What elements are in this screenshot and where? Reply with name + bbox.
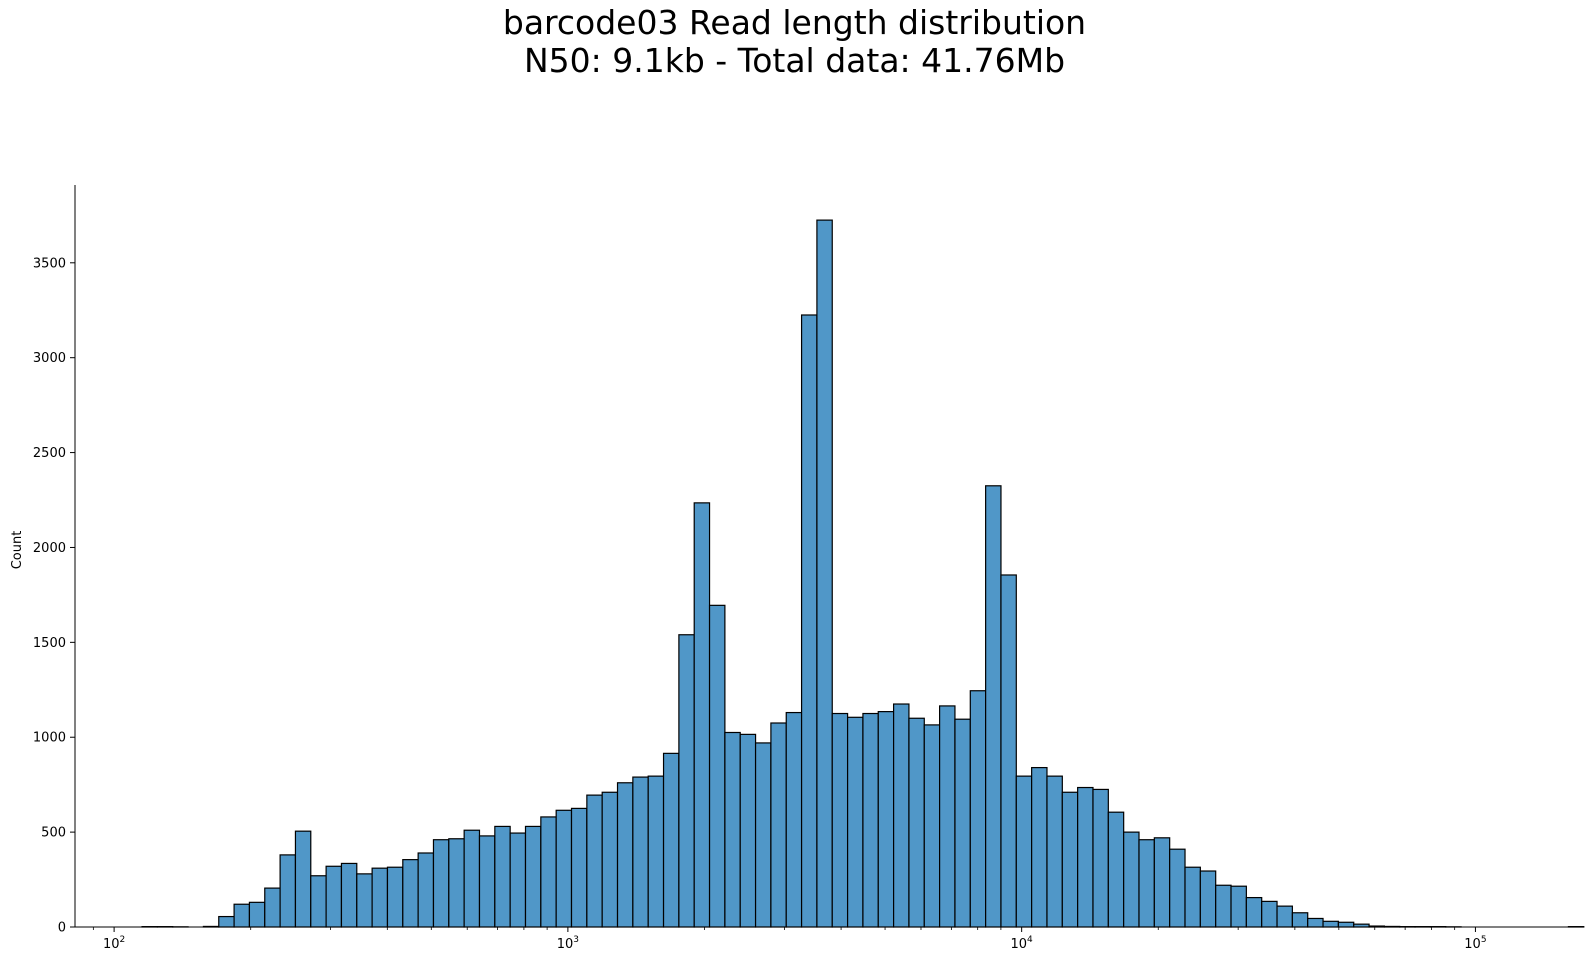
chart-title-block: barcode03 Read length distribution N50: … — [0, 4, 1589, 80]
histogram-bar — [877, 711, 895, 928]
histogram-bar — [800, 314, 818, 928]
chart-title: barcode03 Read length distribution — [502, 3, 1087, 42]
histogram-bar — [494, 825, 511, 928]
histogram-bar — [1015, 775, 1033, 928]
histogram-bar — [724, 731, 741, 928]
histogram-bar — [356, 873, 373, 928]
y-tick-label: 500 — [41, 826, 66, 841]
histogram-bar — [1337, 921, 1355, 928]
histogram-bar — [693, 502, 711, 928]
histogram-bar — [432, 839, 450, 928]
histogram-bar — [1276, 905, 1293, 928]
histogram-bar — [908, 717, 925, 928]
histogram-bar — [478, 835, 496, 928]
y-tick-label: 1500 — [33, 636, 66, 651]
histogram-bar — [816, 219, 833, 928]
histogram-bar — [1307, 917, 1324, 928]
histogram-bar — [264, 887, 281, 928]
histogram-bar — [448, 838, 465, 928]
histogram-bar — [770, 722, 787, 928]
histogram-bar — [509, 832, 527, 928]
histogram-bar — [1107, 811, 1125, 928]
histogram-bar — [248, 901, 266, 928]
histogram-bar — [371, 867, 389, 928]
histogram-bar — [1061, 791, 1079, 928]
histogram-bar — [785, 711, 803, 928]
chart-subtitle: N50: 9.1kb - Total data: 41.76Mb — [523, 41, 1066, 80]
histogram-bar — [386, 866, 404, 928]
histogram-bar — [1215, 884, 1232, 928]
histogram-bar — [985, 485, 1002, 928]
histogram-bar — [1138, 839, 1155, 928]
histogram-bar — [923, 724, 941, 928]
histogram-bar — [892, 703, 910, 928]
histogram-bar — [233, 903, 251, 928]
histogram-bar — [846, 716, 864, 928]
histogram-bar — [463, 829, 481, 928]
histogram-bar — [862, 712, 879, 928]
histogram-bar — [1169, 848, 1186, 928]
histogram-bar — [754, 742, 772, 928]
histogram-bar — [969, 690, 987, 928]
histogram-bar — [402, 859, 419, 928]
y-tick-label: 2000 — [33, 541, 66, 556]
y-tick-label: 3000 — [33, 351, 66, 366]
histogram-bar — [708, 604, 726, 928]
histogram-bar — [678, 634, 695, 928]
histogram-bar — [218, 915, 235, 928]
histogram-bar — [632, 776, 649, 928]
histogram-bar — [1153, 837, 1171, 928]
histogram-bar — [1322, 920, 1339, 928]
x-tick-label: 102 — [103, 935, 125, 952]
histogram-bar — [1184, 866, 1201, 928]
histogram-bar — [1000, 574, 1017, 928]
histogram-bar — [662, 752, 680, 928]
y-tick-label: 1000 — [33, 731, 66, 746]
histogram-bar — [1230, 885, 1247, 928]
histogram-bar — [1123, 831, 1140, 928]
histogram-bar — [340, 862, 358, 928]
bars-group — [141, 219, 1585, 928]
histogram-bar — [831, 712, 849, 928]
histogram-bar — [555, 809, 573, 928]
y-tick-label: 2500 — [33, 446, 66, 461]
histogram-bar — [540, 816, 557, 928]
histogram-bar — [1092, 788, 1109, 928]
histogram-bar — [954, 718, 971, 928]
y-tick-label: 0 — [58, 921, 66, 936]
histogram-bar — [1261, 900, 1278, 928]
x-tick-label: 104 — [1011, 935, 1034, 952]
histogram-bar — [417, 852, 435, 928]
histogram-bar — [325, 865, 343, 928]
histogram-bar — [1199, 870, 1217, 928]
x-tick-label: 105 — [1464, 935, 1486, 952]
histogram-bar — [570, 807, 588, 928]
histogram-bar — [616, 782, 634, 928]
histogram-bar — [601, 791, 619, 928]
histogram-bar — [294, 830, 312, 928]
histogram-bar — [524, 825, 542, 928]
histogram-bar — [586, 794, 603, 928]
histogram-bar — [647, 775, 665, 928]
histogram-bar — [739, 733, 757, 928]
axes-group: 0 500 1000 1500 2000 2500 3000 3500 102 103 104 105 — [33, 185, 1580, 952]
y-axis-label: Count — [10, 531, 25, 570]
histogram-bar — [1077, 786, 1094, 928]
histogram-bar — [939, 705, 956, 928]
y-tick-label: 3500 — [33, 256, 66, 271]
histogram-bar — [1046, 775, 1063, 928]
histogram-bar — [279, 854, 297, 928]
x-tick-label: 103 — [557, 935, 579, 952]
histogram-bar — [1245, 896, 1263, 928]
histogram-bar — [1291, 912, 1309, 928]
histogram-bar — [310, 875, 327, 928]
histogram-bar — [1031, 766, 1048, 928]
